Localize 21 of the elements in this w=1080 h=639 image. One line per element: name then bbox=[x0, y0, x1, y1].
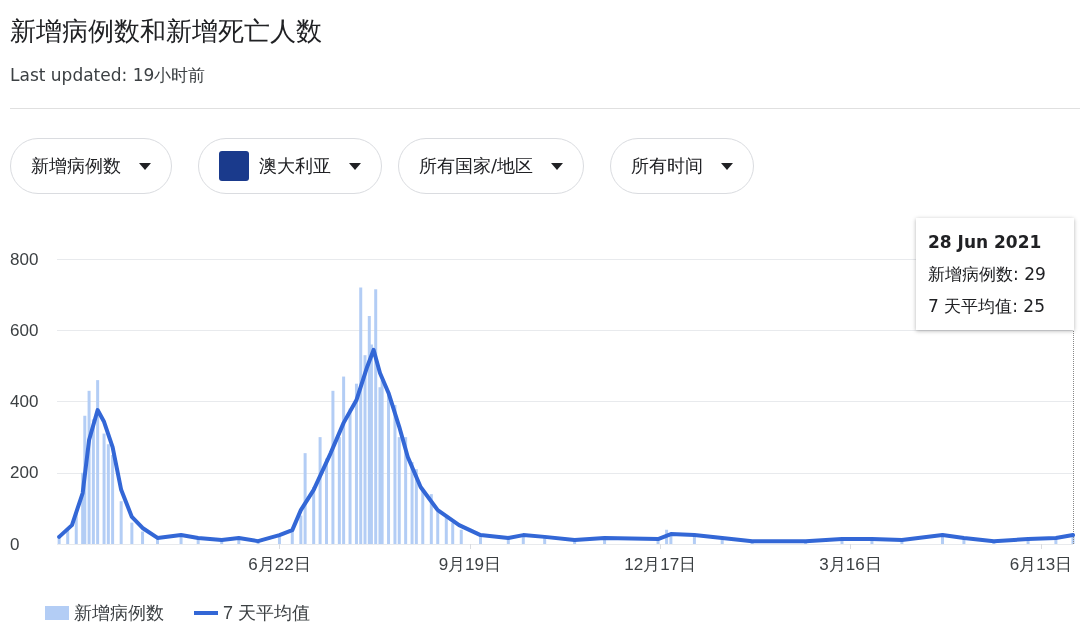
annotation: 7 天平均值: 25 bbox=[928, 295, 1046, 318]
x-tick-label: 9月19日 bbox=[438, 555, 501, 574]
x-tick-label: 12月17日 bbox=[624, 555, 697, 574]
text: 所有时间 bbox=[631, 154, 703, 178]
text: 澳大利亚 bbox=[259, 154, 331, 178]
y-tick-label: 400 bbox=[10, 392, 39, 411]
text: 28 Jun 2021 bbox=[928, 231, 1043, 254]
chart-title: 新增病例数和新增死亡人数 bbox=[10, 15, 322, 48]
x-tick-label: 6月13日 bbox=[1009, 555, 1073, 574]
chart-subtitle: Last updated: 19小时前 bbox=[10, 64, 206, 87]
legend-label: 7 天平均值 bbox=[223, 603, 311, 623]
y-tick-label: 200 bbox=[10, 463, 39, 483]
y-tick-label: 800 bbox=[10, 249, 39, 269]
text: 新增病例数 bbox=[31, 154, 121, 178]
legend-label: 新增病例数 bbox=[74, 603, 164, 623]
y-tick-label: 600 bbox=[10, 320, 39, 340]
text: 所有国家/地区 bbox=[419, 154, 534, 178]
x-tick-label: 3月16日 bbox=[819, 555, 882, 574]
annotation: 新增病例数: 29 bbox=[928, 263, 1047, 286]
x-tick-label: 6月22日 bbox=[248, 555, 311, 574]
y-tick-label: 0 bbox=[10, 534, 20, 554]
